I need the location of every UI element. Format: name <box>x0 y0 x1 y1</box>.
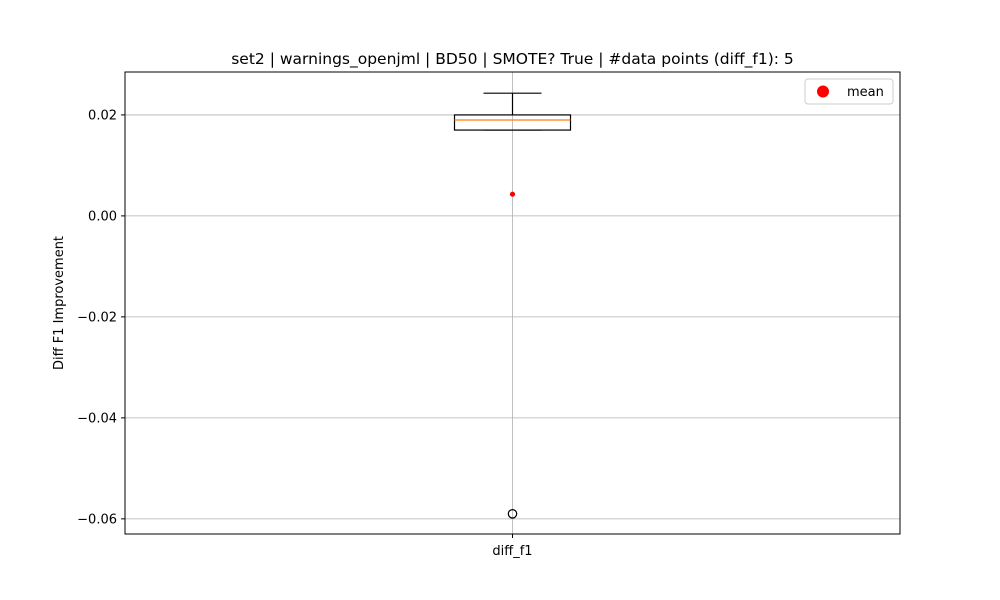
y-tick-label: 0.02 <box>88 108 117 123</box>
legend-mean-marker <box>817 85 829 98</box>
iqr-box <box>453 114 572 131</box>
axis-ticks: 0.02 0.00 −0.02 −0.04 −0.06 diff_f1 <box>77 108 532 559</box>
x-tick-label: diff_f1 <box>492 544 532 559</box>
y-tick-label: −0.06 <box>77 512 117 527</box>
y-tick-label: −0.04 <box>77 411 117 426</box>
box-plot-elements <box>453 92 572 519</box>
grid-lines <box>125 72 900 534</box>
outlier-point <box>507 509 518 519</box>
legend-mean-label: mean <box>847 85 884 100</box>
legend: mean <box>804 78 894 105</box>
chart-title: set2 | warnings_openjml | BD50 | SMOTE? … <box>231 50 794 69</box>
mean-marker <box>509 191 516 197</box>
y-tick-label: 0.00 <box>88 209 117 224</box>
y-tick-label: −0.02 <box>77 310 117 325</box>
y-axis-label: Diff F1 Improvement <box>52 236 67 370</box>
legend-frame <box>804 78 894 105</box>
